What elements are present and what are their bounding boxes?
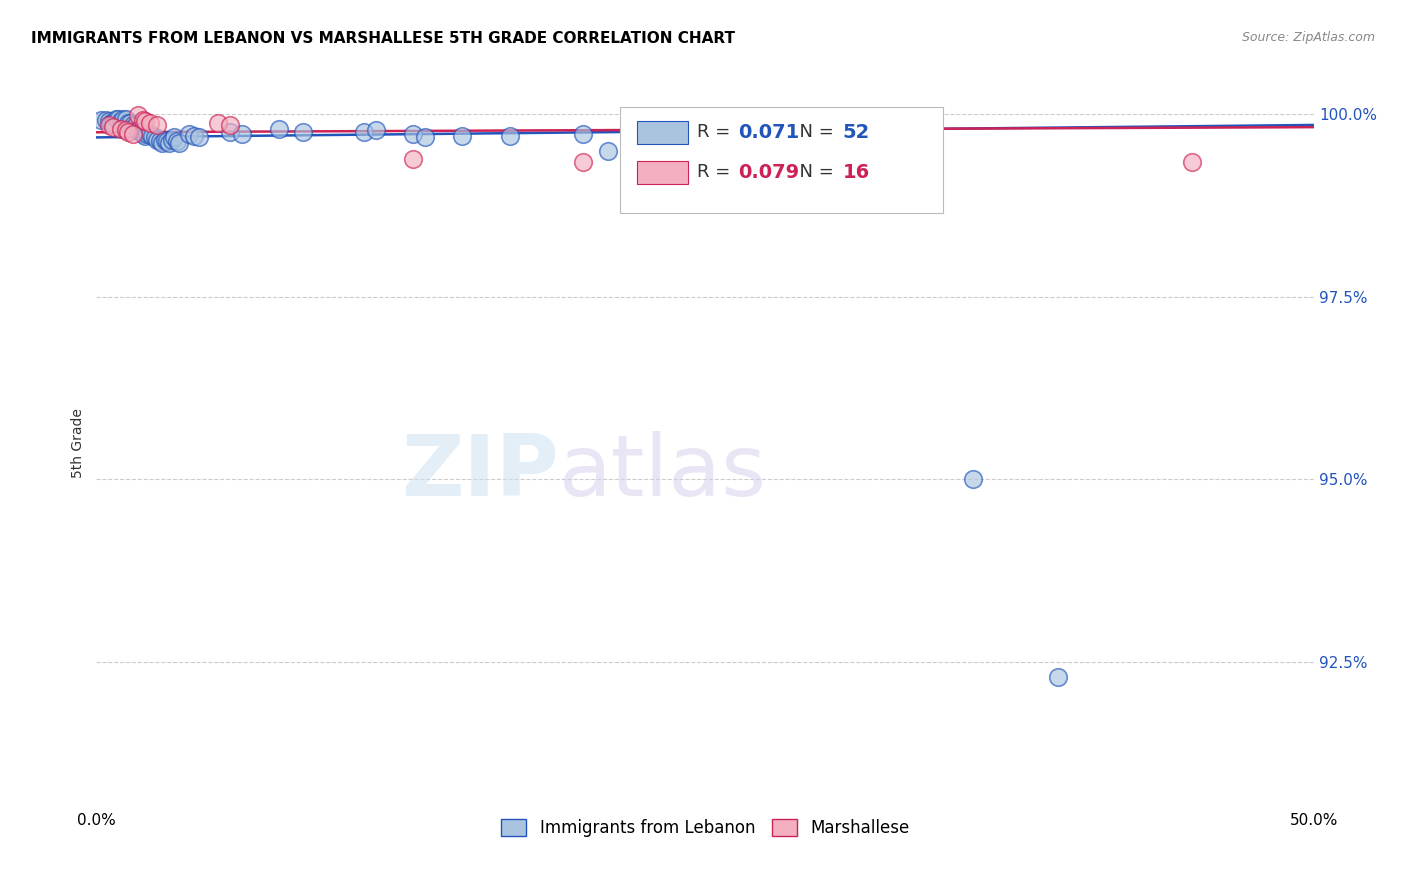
Point [150,136,173,151]
Point [167,136,190,151]
Point [90,112,112,127]
Point [183,128,205,143]
Point [1047,670,1070,684]
Point [156,134,179,148]
FancyBboxPatch shape [637,120,688,144]
Point [131,127,153,141]
Point [841,128,863,143]
Point [97,118,120,132]
Point [134,128,156,143]
Text: R =: R = [697,163,735,181]
Point [499,128,522,143]
Legend: Immigrants from Lebanon, Marshallese: Immigrants from Lebanon, Marshallese [495,813,915,844]
Point [110,114,132,128]
Point [107,112,129,127]
Point [572,154,595,169]
Point [141,128,163,143]
Text: 0.079: 0.079 [738,163,799,182]
Point [131,112,153,127]
Point [160,132,183,146]
Text: 52: 52 [842,123,870,142]
Point [177,127,200,141]
Point [104,112,127,127]
Point [219,125,242,139]
FancyBboxPatch shape [637,161,688,184]
Text: 0.071: 0.071 [738,123,800,142]
Point [207,116,229,130]
Point [110,121,132,136]
Point [231,127,253,141]
Point [129,125,152,139]
Point [166,134,188,148]
Point [114,123,136,137]
Point [117,125,139,139]
Point [127,108,149,122]
Point [134,114,156,128]
Point [146,118,169,132]
Point [103,116,125,130]
Text: N =: N = [787,123,839,141]
Point [122,127,145,141]
Point [413,130,436,145]
Point [143,130,166,145]
Point [163,130,186,145]
Point [97,114,120,128]
Point [157,136,180,151]
Point [94,112,117,127]
Point [962,473,984,487]
Text: N =: N = [787,163,839,181]
Point [139,128,162,142]
Point [100,116,122,130]
Point [103,120,125,135]
Point [292,125,315,139]
Text: 16: 16 [842,163,870,182]
Point [120,116,142,130]
Point [402,128,425,142]
Point [187,130,209,145]
Point [117,116,139,130]
Point [124,120,146,134]
Point [112,112,135,127]
Point [122,118,145,132]
Text: IMMIGRANTS FROM LEBANON VS MARSHALLESE 5TH GRADE CORRELATION CHART: IMMIGRANTS FROM LEBANON VS MARSHALLESE 5… [31,31,735,46]
Point [865,130,887,145]
Text: Source: ZipAtlas.com: Source: ZipAtlas.com [1241,31,1375,45]
Point [146,132,169,146]
Point [267,121,290,136]
Text: R =: R = [697,123,735,141]
Point [450,128,472,143]
Point [402,153,425,167]
Point [114,112,136,127]
Point [1181,154,1204,169]
Point [127,123,149,137]
Text: atlas: atlas [560,431,768,514]
Point [353,125,375,139]
Point [139,116,162,130]
Point [596,144,619,158]
Point [136,128,159,142]
Point [149,134,172,148]
Point [366,123,388,137]
Point [718,125,741,139]
Y-axis label: 5th Grade: 5th Grade [72,408,86,478]
Point [219,118,242,132]
Text: ZIP: ZIP [401,431,560,514]
Point [572,127,595,141]
FancyBboxPatch shape [620,107,942,212]
Point [153,132,176,146]
